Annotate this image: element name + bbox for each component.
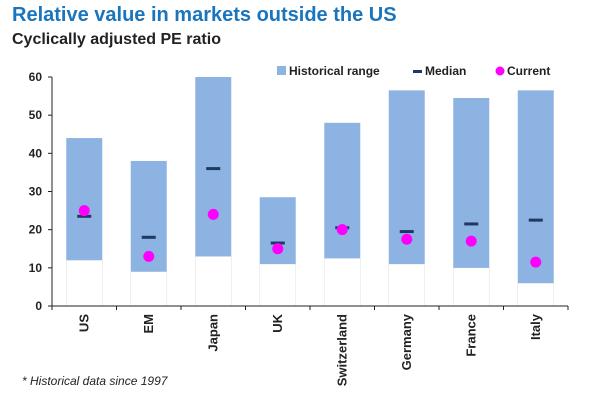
current-marker-3 <box>272 243 284 255</box>
chart-title: Relative value in markets outside the US <box>12 4 397 26</box>
y-tick-label: 30 <box>29 185 43 199</box>
current-marker-1 <box>143 250 155 262</box>
median-marker-3 <box>270 241 285 245</box>
category-label: France <box>463 314 478 357</box>
markers <box>77 167 543 268</box>
category-label: UK <box>270 313 285 332</box>
category-label: EM <box>141 314 156 334</box>
range-bar-2 <box>195 77 232 257</box>
range-base-7 <box>517 282 555 307</box>
y-tick-label: 60 <box>29 70 43 84</box>
current-marker-7 <box>530 256 542 268</box>
range-bar-4 <box>324 122 361 259</box>
legend: Historical range Median Current <box>277 64 550 78</box>
chart-subtitle: Cyclically adjusted PE ratio <box>12 31 221 48</box>
median-marker-2 <box>206 167 221 171</box>
y-tick-label: 50 <box>29 108 43 122</box>
range-base-2 <box>194 256 232 307</box>
legend-swatch-median <box>413 70 422 73</box>
y-tick-label: 0 <box>35 299 42 313</box>
y-tick-label: 40 <box>29 146 43 160</box>
median-marker-1 <box>141 235 156 239</box>
legend-label-current: Current <box>507 64 550 78</box>
footnote: * Historical data since 1997 <box>22 374 168 388</box>
legend-label-median: Median <box>425 64 466 78</box>
legend-swatch-current <box>495 66 505 76</box>
current-marker-5 <box>401 233 413 245</box>
current-marker-6 <box>465 235 477 247</box>
current-marker-0 <box>78 205 90 217</box>
range-base-0 <box>65 259 103 307</box>
category-label: US <box>76 314 91 332</box>
median-marker-0 <box>77 214 92 218</box>
category-label: Japan <box>205 314 220 352</box>
range-base-4 <box>323 257 361 307</box>
range-bar-0 <box>66 138 103 261</box>
y-tick-label: 20 <box>29 223 43 237</box>
category-label: Germany <box>399 313 414 370</box>
median-marker-6 <box>464 222 479 226</box>
median-marker-7 <box>528 218 543 222</box>
range-base-3 <box>259 263 297 307</box>
current-marker-4 <box>336 224 348 236</box>
range-bars <box>65 77 555 307</box>
range-base-5 <box>388 263 426 307</box>
current-marker-2 <box>207 208 219 220</box>
category-label: Switzerland <box>334 314 349 386</box>
legend-label-range: Historical range <box>289 64 380 78</box>
median-marker-5 <box>399 230 414 234</box>
y-tick-label: 10 <box>29 261 43 275</box>
range-bar-7 <box>517 90 554 284</box>
legend-swatch-range <box>277 66 286 75</box>
range-base-1 <box>130 271 168 307</box>
range-base-6 <box>452 267 490 307</box>
axes: 0 10 20 30 40 50 60 US EM Japan UK Switzerland Germa… <box>29 70 569 386</box>
category-label: Italy <box>528 313 543 340</box>
